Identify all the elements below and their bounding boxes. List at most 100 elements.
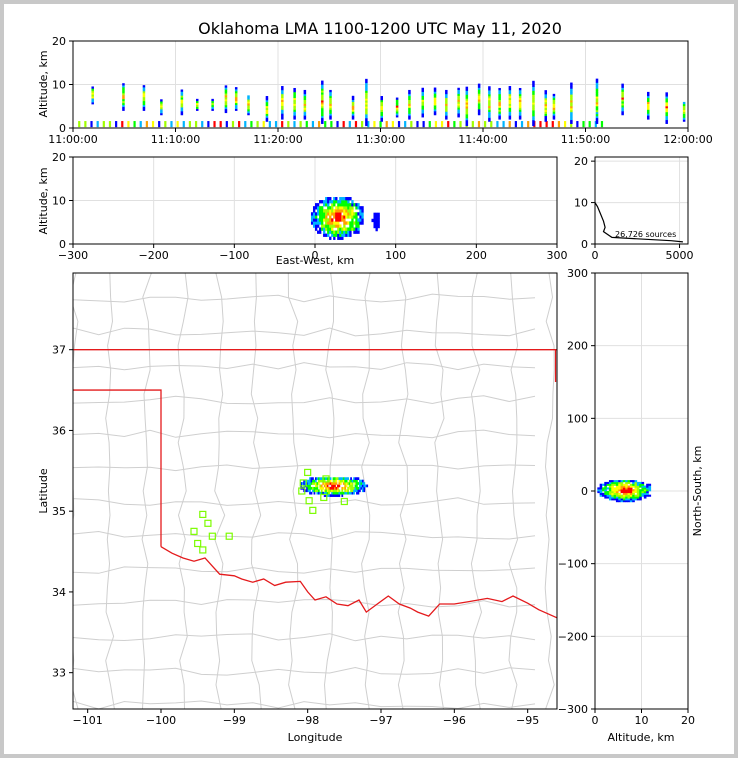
- source-column-cell: [321, 121, 324, 124]
- low-source-column: [600, 121, 604, 128]
- northsouth-source-cell: [608, 485, 612, 488]
- source-column-cell: [196, 100, 199, 104]
- map-source-cell: [351, 491, 354, 495]
- low-source-column: [213, 121, 216, 128]
- time-tick-label: 11:10:00: [151, 133, 200, 146]
- source-column-cell: [532, 108, 535, 111]
- northsouth-source-cell: [620, 494, 624, 497]
- source-column-cell: [518, 109, 522, 112]
- source-column-cell: [224, 110, 228, 114]
- source-column-cell: [234, 91, 238, 94]
- eastwest-source-cell: [327, 230, 330, 234]
- northsouth-source-cell: [622, 489, 626, 492]
- eastwest-source-cell: [349, 221, 352, 225]
- county-line: [73, 395, 536, 405]
- source-column-cell: [544, 90, 547, 93]
- northsouth-source-cell: [597, 489, 600, 492]
- map-source-cell: [304, 482, 307, 485]
- map-source-cell: [303, 482, 306, 485]
- source-column-cell: [365, 98, 368, 101]
- lma-station-marker: [309, 506, 317, 514]
- source-column-cell: [180, 93, 184, 96]
- eastwest-source-cell: [361, 209, 364, 213]
- source-column-cell: [421, 89, 424, 92]
- source-column-cell: [595, 90, 599, 93]
- source-column-cell: [365, 86, 368, 89]
- northsouth-source-cell: [639, 481, 642, 485]
- eastwest-source-cell: [329, 224, 332, 228]
- eastwest-source-cell: [357, 203, 360, 207]
- source-column-cell: [421, 95, 424, 98]
- map-source-cell: [325, 491, 328, 495]
- map-source-cell: [332, 494, 335, 497]
- source-column-cell: [234, 92, 238, 96]
- low-source-column: [527, 121, 530, 128]
- eastwest-source-cell: [353, 215, 356, 219]
- source-column-cell: [365, 123, 368, 127]
- northsouth-source-cell: [625, 487, 628, 490]
- eastwest-source-cell: [355, 224, 358, 228]
- map-source-cell: [361, 479, 364, 483]
- source-column-cell: [329, 107, 332, 110]
- source-column-cell: [395, 113, 399, 116]
- low-source-column: [225, 121, 228, 128]
- map-source-cell: [360, 486, 363, 490]
- eastwest-source-cell: [335, 206, 338, 210]
- source-column-cell: [457, 93, 460, 96]
- source-column-cell: [595, 100, 599, 103]
- source-column-cell: [365, 100, 368, 103]
- map-source-cell: [351, 489, 354, 493]
- plan-view-ylabel: Latitude: [37, 468, 50, 514]
- eastwest-source-cell: [351, 206, 354, 210]
- county-line: [73, 362, 536, 371]
- source-column-cell: [160, 112, 163, 116]
- source-column-cell: [281, 111, 284, 114]
- northsouth-source-cell: [599, 491, 603, 494]
- source-column-cell: [465, 117, 469, 121]
- source-column-cell: [247, 107, 250, 110]
- source-column-cell: [445, 103, 448, 106]
- source-column-cell: [488, 117, 491, 120]
- eastwest-source-cell: [347, 230, 350, 234]
- northsouth-source-cell: [641, 483, 645, 486]
- northsouth-source-cell: [632, 485, 635, 488]
- northsouth-source-cell: [625, 492, 628, 495]
- eastwest-source-cell: [361, 212, 364, 216]
- source-column-cell: [570, 117, 573, 121]
- map-source-cell: [344, 484, 347, 488]
- eastwest-source-cell: [329, 200, 332, 204]
- northsouth-source-cell: [627, 498, 631, 501]
- map-source-cell: [304, 489, 307, 493]
- source-column-cell: [508, 109, 512, 112]
- source-column-cell: [329, 97, 332, 101]
- eastwest-source-cell: [341, 227, 344, 231]
- eastwest-source-cell: [375, 215, 378, 220]
- eastwest-source-cell: [310, 215, 314, 219]
- source-column-cell: [365, 88, 368, 91]
- northsouth-source-cell: [613, 496, 617, 499]
- source-column-cell: [445, 111, 448, 114]
- northsouth-source-cell: [599, 487, 603, 490]
- source-column-cell: [293, 87, 296, 91]
- source-column-cell: [621, 95, 624, 98]
- low-source-column: [440, 121, 444, 128]
- source-column-cell: [303, 99, 307, 102]
- source-column-cell: [445, 95, 448, 99]
- northsouth-source-cell: [604, 494, 607, 497]
- northsouth-source-cell: [618, 487, 621, 490]
- source-column-cell: [544, 119, 547, 122]
- northsouth-source-cell: [632, 498, 635, 501]
- source-column-cell: [544, 115, 547, 118]
- northsouth-source-cell: [618, 485, 621, 488]
- eastwest-source-cell: [359, 218, 362, 222]
- time-tick-label: 12:00:00: [663, 133, 712, 146]
- low-source-column: [268, 121, 271, 128]
- eastwest-source-cell: [327, 209, 330, 213]
- northsouth-source-cell: [636, 491, 640, 494]
- map-source-cell: [319, 477, 322, 480]
- source-column-cell: [570, 86, 573, 89]
- source-column-cell: [234, 104, 238, 107]
- eastwest-source-cell: [353, 230, 356, 234]
- eastwest-source-cell: [325, 233, 328, 237]
- map-source-cell: [356, 479, 358, 483]
